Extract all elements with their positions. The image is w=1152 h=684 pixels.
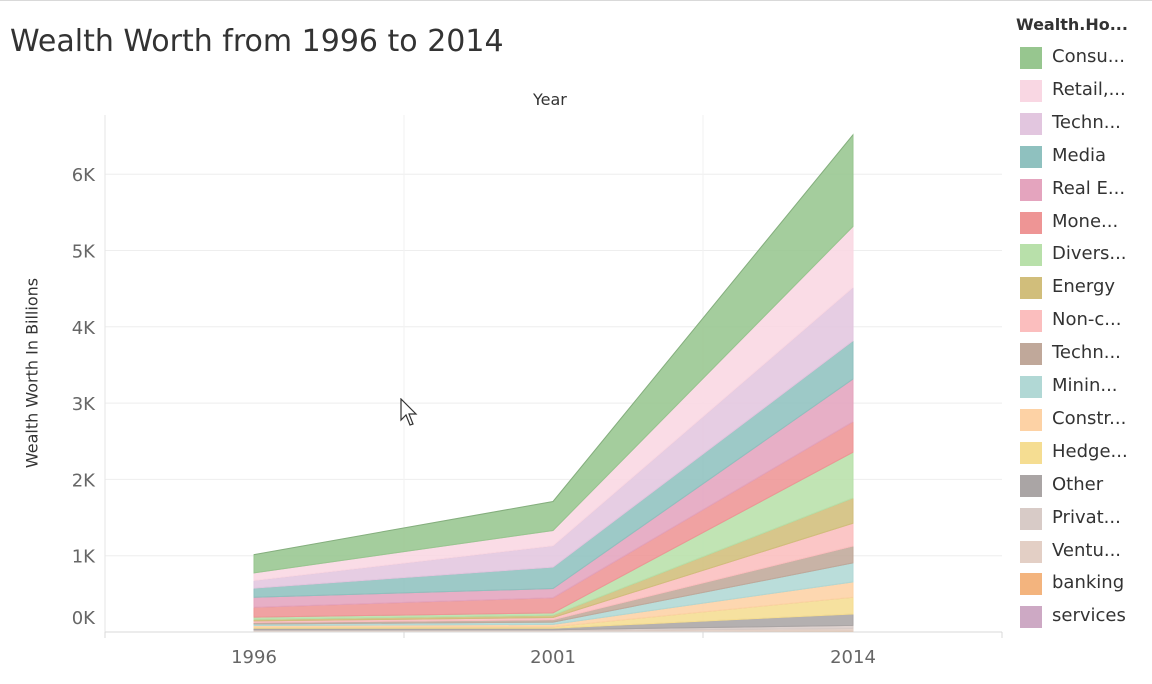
legend-item[interactable]: Media [1020,142,1150,170]
legend-item[interactable]: Ventu... [1020,537,1150,565]
legend-item[interactable]: Other [1020,471,1150,499]
y-tick-label: 2K [72,470,96,491]
legend-swatch [1020,573,1042,596]
legend-swatch [1020,376,1042,398]
y-tick-label: 6K [72,165,96,186]
legend-label: Hedge... [1052,440,1128,462]
legend-item[interactable]: Hedge... [1020,438,1150,466]
legend-swatch [1020,474,1042,497]
legend-swatch [1020,507,1042,530]
legend-swatch [1020,211,1042,234]
axes: 0K 1K 2K 3K 4K 5K 6K 1996 2001 2014 [72,115,1003,668]
legend-item[interactable]: banking [1020,569,1150,597]
legend-label: services [1052,605,1126,627]
stacked-areas [253,133,854,633]
legend-label: Real E... [1052,177,1126,199]
legend-item[interactable]: Mone... [1020,208,1150,236]
y-tick-label: 4K [72,318,96,339]
legend-item[interactable]: Retail,... [1020,76,1150,104]
legend-swatch [1020,112,1042,135]
legend-label: Constr... [1052,407,1127,429]
legend-item[interactable]: Real E... [1020,175,1150,203]
legend-swatch [1020,145,1042,168]
y-tick-label: 5K [72,242,96,263]
legend-label: Non-c... [1052,309,1122,331]
legend-item[interactable]: Energy [1020,273,1150,301]
legend-swatch [1020,606,1042,629]
y-tick-label: 0K [72,608,96,629]
legend-swatch [1020,79,1042,102]
top-border [0,0,1152,1]
legend-label: Retail,... [1052,78,1126,100]
area-chart: 0K 1K 2K 3K 4K 5K 6K 1996 2001 2014 [72,115,1003,668]
legend-label: Energy [1052,276,1116,298]
legend-item[interactable]: Privat... [1020,504,1150,532]
x-tick-label: 2014 [830,647,876,668]
y-tick-label: 1K [72,547,96,568]
legend-label: Techn... [1052,342,1121,364]
column-header-year: Year [533,90,567,109]
legend-label: Ventu... [1052,539,1122,561]
legend-item[interactable]: Constr... [1020,405,1150,433]
legend-swatch [1020,441,1042,464]
legend-swatch [1020,47,1042,69]
legend-label: Media [1052,144,1107,166]
legend-item[interactable]: Divers... [1020,240,1150,268]
legend-item[interactable]: Consu... [1020,43,1150,71]
legend-swatch [1020,408,1042,431]
legend-swatch [1020,540,1042,563]
legend-item[interactable]: Techn... [1020,339,1150,367]
legend-label: Privat... [1052,506,1121,528]
legend-label: Minin... [1052,375,1118,396]
legend-swatch [1020,310,1042,333]
legend-label: Mone... [1052,210,1119,232]
legend-label: Divers... [1052,243,1127,265]
x-tick-label: 1996 [231,647,277,668]
legend-label: Consu... [1052,46,1125,67]
legend-swatch [1020,178,1042,201]
legend-swatch [1020,343,1042,366]
chart-title: Wealth Worth from 1996 to 2014 [10,24,504,59]
area-series [253,133,854,574]
legend-item[interactable]: Non-c... [1020,306,1150,334]
area-series-edge [253,134,854,556]
legend-item[interactable]: Minin... [1020,372,1150,400]
legend-item[interactable]: Techn... [1020,109,1150,137]
legend-label: Techn... [1052,111,1121,133]
y-tick-label: 3K [72,394,96,415]
legend-swatch [1020,244,1042,267]
legend-label: Other [1052,473,1104,495]
x-tick-label: 2001 [530,647,576,668]
legend-title: Wealth.Ho... [1016,15,1128,34]
legend-label: banking [1052,572,1125,594]
legend-item[interactable]: services [1020,602,1150,630]
mouse-cursor-icon [400,398,418,426]
legend-swatch [1020,277,1042,300]
